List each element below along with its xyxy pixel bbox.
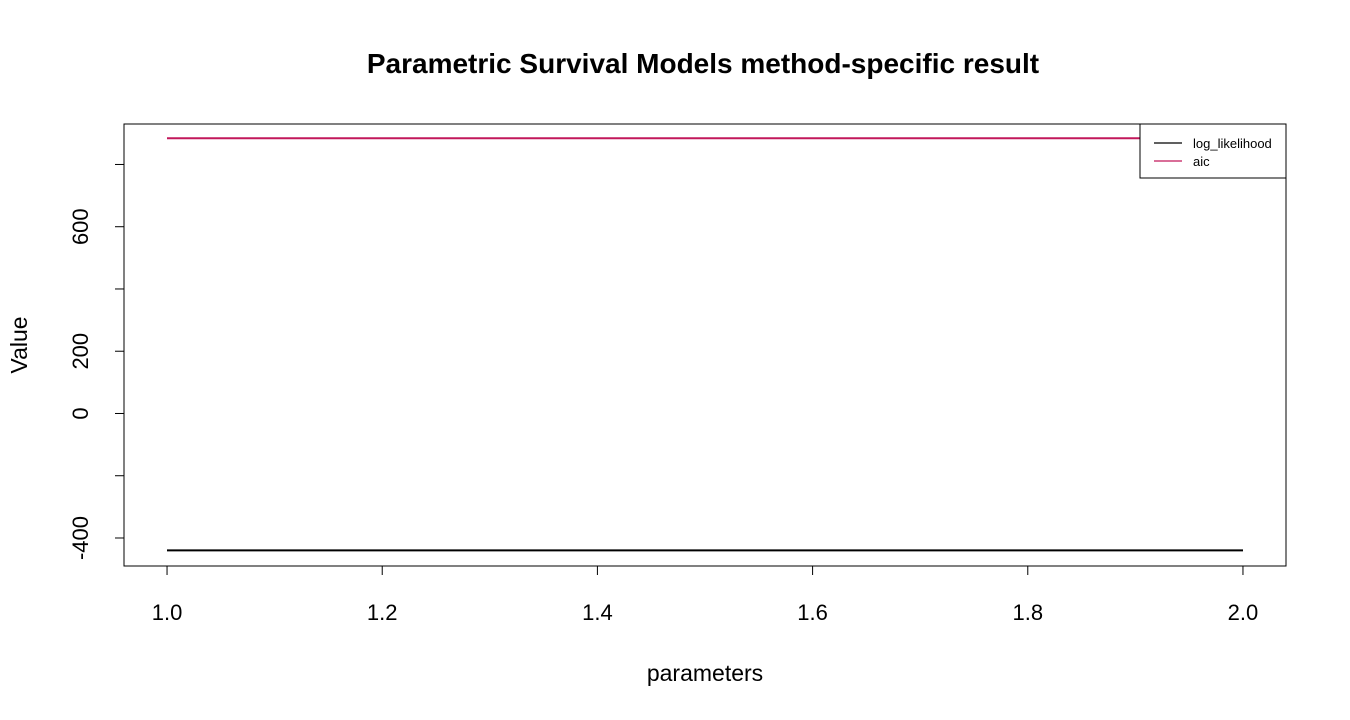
x-tick-label: 1.2 bbox=[367, 600, 398, 625]
plot-frame bbox=[123, 123, 1287, 567]
x-tick-label: 2.0 bbox=[1228, 600, 1259, 625]
x-axis-label: parameters bbox=[647, 660, 763, 686]
x-tick-label: 1.8 bbox=[1012, 600, 1043, 625]
x-tick-label: 1.6 bbox=[797, 600, 828, 625]
legend-box bbox=[1139, 123, 1287, 179]
y-tick-label: -400 bbox=[68, 516, 93, 560]
series-layer bbox=[167, 137, 1243, 552]
y-tick-label: 600 bbox=[68, 208, 93, 245]
y-tick-label: 0 bbox=[68, 407, 93, 419]
chart-title: Parametric Survival Models method-specif… bbox=[367, 48, 1039, 79]
legend-label-log-likelihood: log_likelihood bbox=[1193, 136, 1272, 151]
x-axis: 1.0 1.2 1.4 1.6 1.8 2.0 bbox=[152, 565, 1259, 625]
y-tick-label: 200 bbox=[68, 333, 93, 370]
x-tick-label: 1.4 bbox=[582, 600, 613, 625]
y-axis-label: Value bbox=[6, 316, 32, 373]
x-tick-label: 1.0 bbox=[152, 600, 183, 625]
legend-label-aic: aic bbox=[1193, 154, 1210, 169]
y-axis: -400 0 200 600 bbox=[68, 163, 125, 560]
